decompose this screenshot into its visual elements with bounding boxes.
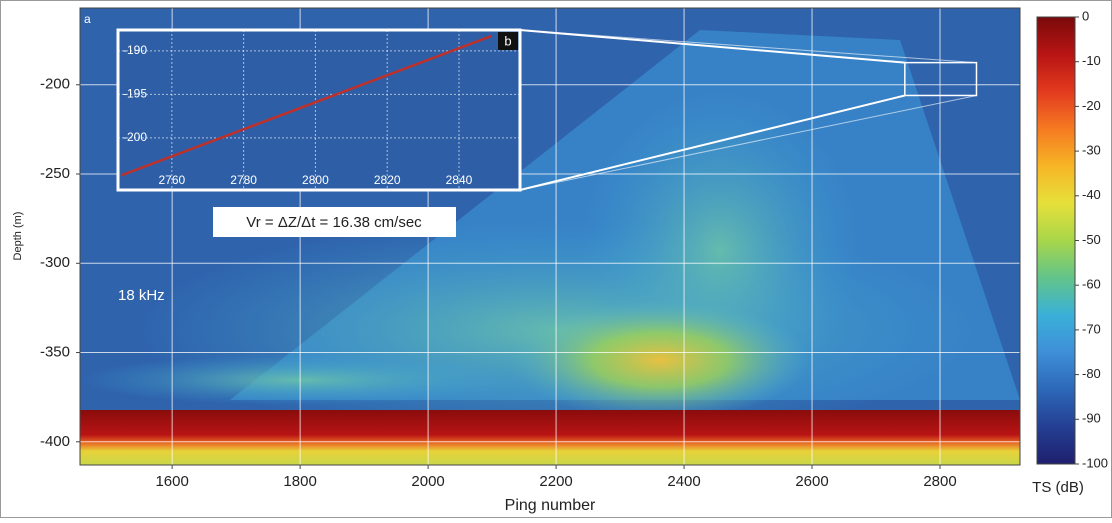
colorbar-tick-label: -40	[1082, 187, 1101, 202]
echogram-image	[80, 8, 1020, 465]
colorbar-tick-label: -80	[1082, 366, 1101, 381]
x-tick-label: 2400	[667, 473, 700, 490]
y-axis-label: Depth (m)	[12, 212, 24, 261]
colorbar-tick-label: -10	[1082, 53, 1101, 68]
inset-x-tick-label: 2840	[446, 173, 473, 187]
velocity-label: Vr = ΔZ/Δt = 16.38 cm/sec	[246, 214, 422, 231]
inset-x-tick-label: 2800	[302, 173, 329, 187]
colorbar-tick-label: -100	[1082, 455, 1108, 470]
colorbar-tick-label: -50	[1082, 232, 1101, 247]
x-tick-label: 2600	[795, 473, 828, 490]
velocity-box	[213, 207, 456, 237]
fit-line	[121, 34, 492, 177]
zoom-box	[904, 61, 978, 97]
x-axis-label: Ping number	[505, 497, 596, 514]
x-tick-label: 1800	[283, 473, 316, 490]
x-tick-label: 2000	[411, 473, 444, 490]
y-tick-label: -350	[40, 344, 70, 361]
inset-y-tick-label: -195	[123, 87, 147, 101]
inset-x-tick-label: 2780	[230, 173, 257, 187]
y-tick-label: -400	[40, 433, 70, 450]
inset-frame	[116, 28, 522, 192]
inset-panel-label: b	[504, 33, 511, 48]
zoom-connector	[519, 29, 977, 64]
zoom-connector	[519, 29, 905, 64]
inset-panel-box	[498, 32, 518, 50]
inset-x-tick-label: 2760	[158, 173, 185, 187]
colorbar-tick-label: -70	[1082, 321, 1101, 336]
colorbar-tick-label: -30	[1082, 143, 1101, 158]
colorbar-tick-label: -90	[1082, 411, 1101, 426]
x-tick-label: 1600	[155, 473, 188, 490]
x-tick-label: 2800	[923, 473, 956, 490]
x-tick-label: 2200	[539, 473, 572, 490]
panel-label: a	[84, 12, 91, 26]
y-tick-label: -200	[40, 76, 70, 93]
inset: 2760 2780 2800 2820 2840 -190 -195 -200 b	[116, 28, 978, 192]
y-tick-label: -300	[40, 254, 70, 271]
colorbar-tick-label: -20	[1082, 98, 1101, 113]
frequency-label: 18 kHz	[118, 287, 165, 304]
colorbar	[1036, 16, 1076, 465]
inset-y-tick-label: -200	[123, 130, 147, 144]
plot-frame	[79, 7, 1021, 466]
inset-y-tick-label: -190	[123, 43, 147, 57]
colorbar-label: TS (dB)	[1032, 479, 1084, 496]
colorbar-tick-label: 0	[1082, 8, 1089, 23]
y-tick-label: -250	[40, 165, 70, 182]
colorbar-tick-label: -60	[1082, 277, 1101, 292]
zoom-connector	[519, 94, 906, 191]
inset-background	[118, 30, 520, 190]
zoom-connector	[519, 94, 977, 191]
inset-x-tick-label: 2820	[374, 173, 401, 187]
